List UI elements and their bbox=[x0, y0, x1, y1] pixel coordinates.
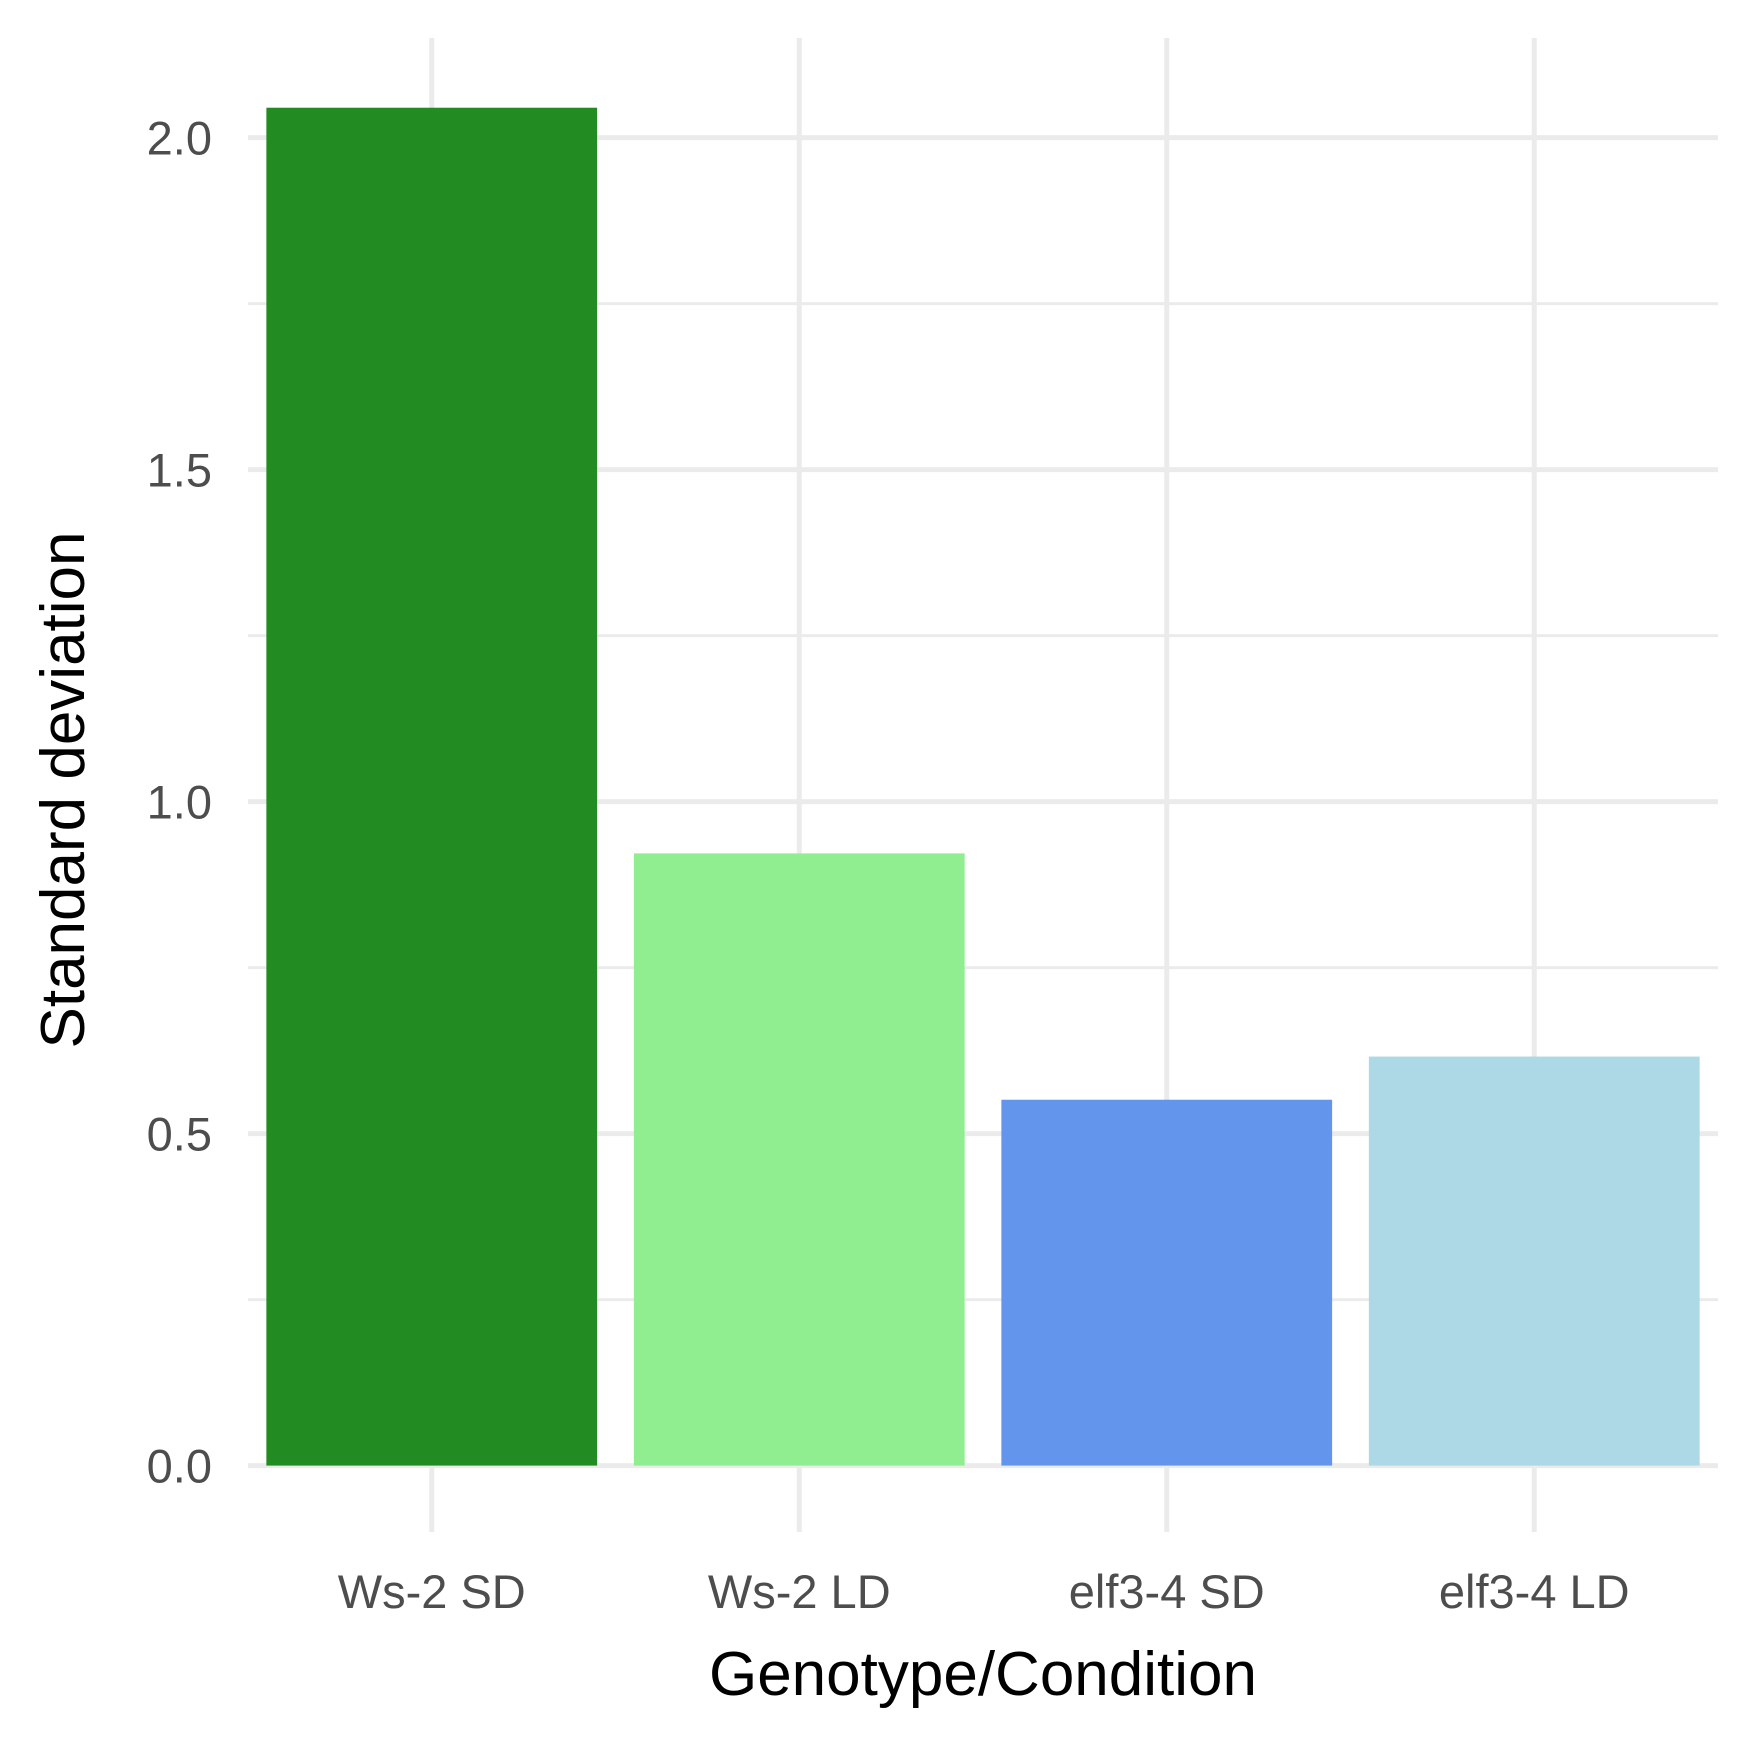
bar bbox=[633, 853, 965, 1466]
y-axis-title: Standard deviation bbox=[29, 531, 98, 1048]
x-tick-label: Ws-2 SD bbox=[338, 1565, 526, 1618]
x-tick-labels: Ws-2 SD Ws-2 LD elf3-4 SD elf3-4 LD bbox=[338, 1565, 1630, 1618]
bar bbox=[1001, 1099, 1333, 1466]
bar bbox=[1368, 1056, 1700, 1466]
y-tick-label: 0.0 bbox=[147, 1440, 212, 1493]
x-tick-label: elf3-4 SD bbox=[1069, 1565, 1265, 1618]
y-tick-label: 0.5 bbox=[147, 1108, 212, 1161]
bars bbox=[266, 107, 1700, 1466]
x-axis-title: Genotype/Condition bbox=[709, 1640, 1257, 1709]
y-tick-label: 2.0 bbox=[147, 112, 212, 165]
y-tick-labels: 0.0 0.5 1.0 1.5 2.0 bbox=[147, 112, 212, 1493]
y-tick-label: 1.5 bbox=[147, 444, 212, 497]
bar bbox=[266, 107, 598, 1466]
x-tick-label: elf3-4 LD bbox=[1439, 1565, 1630, 1618]
y-tick-label: 1.0 bbox=[147, 776, 212, 829]
x-tick-label: Ws-2 LD bbox=[708, 1565, 891, 1618]
